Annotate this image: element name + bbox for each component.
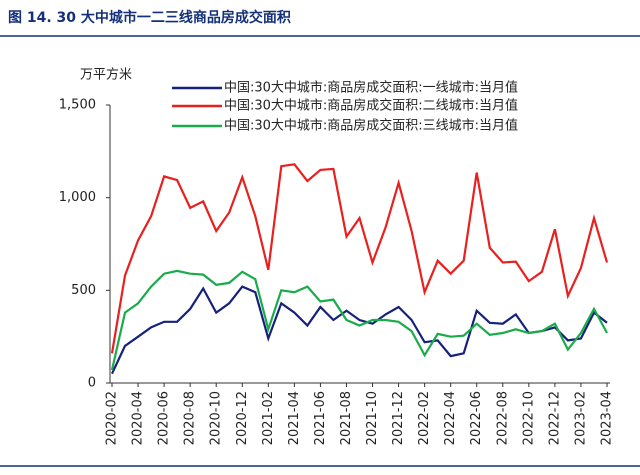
y-tick-label: 1,500 xyxy=(59,98,96,113)
series-line xyxy=(110,269,608,371)
x-tick-label: 2021-06 xyxy=(313,391,328,445)
x-tick-label: 2021-04 xyxy=(287,391,302,445)
y-tick-label: 0 xyxy=(88,376,96,391)
x-tick-label: 2023-02 xyxy=(573,391,588,445)
y-tick-label: 1,000 xyxy=(59,190,96,205)
series-line xyxy=(111,285,608,375)
legend-label: 中国:30大中城市:商品房成交面积:一线城市:当月值 xyxy=(224,80,518,96)
x-tick-label: 2022-04 xyxy=(443,391,458,445)
y-axis-label: 万平方米 xyxy=(80,67,132,83)
x-tick-label: 2021-08 xyxy=(339,391,354,445)
y-tick-label: 500 xyxy=(71,283,96,298)
x-tick-label: 2022-06 xyxy=(469,391,484,445)
x-tick-label: 2020-12 xyxy=(235,391,250,445)
x-tick-label: 2020-02 xyxy=(105,391,120,445)
legend-label: 中国:30大中城市:商品房成交面积:三线城市:当月值 xyxy=(224,118,518,134)
x-tick-label: 2020-06 xyxy=(157,391,172,445)
x-tick-label: 2022-12 xyxy=(547,391,562,445)
x-tick-label: 2020-08 xyxy=(183,391,198,445)
legend-label: 中国:30大中城市:商品房成交面积:二线城市:当月值 xyxy=(224,98,518,114)
x-tick-label: 2020-10 xyxy=(209,391,224,445)
x-tick-label: 2021-10 xyxy=(365,391,380,445)
x-tick-label: 2020-04 xyxy=(131,391,146,445)
x-tick-label: 2023-04 xyxy=(600,391,615,445)
x-tick-label: 2022-08 xyxy=(495,391,510,445)
x-tick-label: 2021-12 xyxy=(391,391,406,445)
x-tick-label: 2022-02 xyxy=(417,391,432,445)
series-line xyxy=(110,163,609,354)
chart-title: 图 14. 30 大中城市一二三线商品房成交面积 xyxy=(8,9,291,26)
x-tick-label: 2021-02 xyxy=(261,391,276,445)
x-tick-label: 2022-10 xyxy=(521,391,536,445)
